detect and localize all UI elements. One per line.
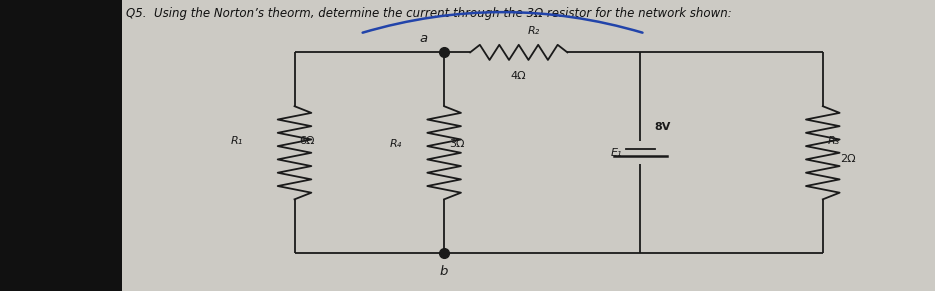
Bar — [0, 0, 122, 291]
Text: R₄: R₄ — [390, 139, 402, 149]
Text: R₃: R₃ — [827, 136, 840, 146]
Text: R₁: R₁ — [231, 136, 243, 146]
Text: 4Ω: 4Ω — [511, 71, 526, 81]
Text: 8V: 8V — [654, 123, 671, 132]
Text: a: a — [420, 32, 427, 45]
Text: E₁: E₁ — [611, 148, 622, 158]
Text: Q5.  Using the Norton’s theorm, determine the current through the 3Ω resistor fo: Q5. Using the Norton’s theorm, determine… — [126, 7, 732, 20]
Text: 6Ω: 6Ω — [299, 136, 315, 146]
Text: b: b — [440, 265, 448, 278]
Text: 3Ω: 3Ω — [449, 139, 465, 149]
Text: 2Ω: 2Ω — [840, 154, 856, 164]
Text: R₂: R₂ — [528, 26, 540, 36]
